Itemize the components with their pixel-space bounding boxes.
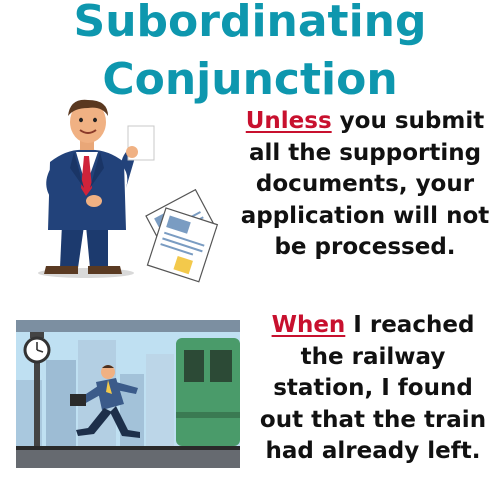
- example-sentence-2: When I reached the railway station, I fo…: [248, 310, 498, 468]
- example-sentence-2-text: I reached the railway station, I found o…: [259, 312, 487, 464]
- example-sentence-1-text: you submit all the supporting documents,…: [240, 108, 490, 260]
- title-line-2: Conjunction: [102, 54, 398, 105]
- railway-station-illustration: [16, 320, 240, 468]
- conjunction-when: When: [271, 312, 346, 338]
- businessman-illustration: [38, 99, 219, 283]
- title-line-1: Subordinating: [73, 0, 427, 47]
- example-sentence-1: Unless you submit all the supporting doc…: [232, 106, 498, 264]
- conjunction-unless: Unless: [245, 108, 332, 134]
